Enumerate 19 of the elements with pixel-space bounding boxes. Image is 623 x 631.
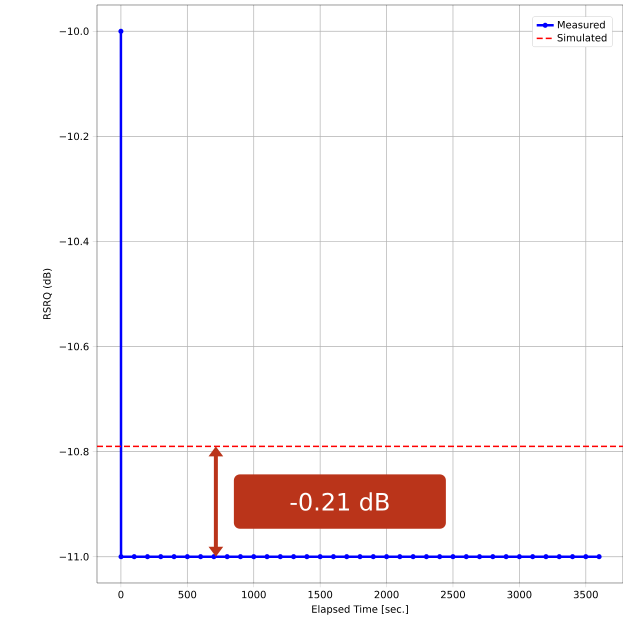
legend-label: Measured [558, 20, 605, 28]
x-tick-label: 1000 [242, 590, 266, 598]
y-tick-label: −10.2 [60, 132, 88, 140]
x-axis-title: Elapsed Time [sec.] [312, 605, 408, 615]
y-tick-label: −10.6 [60, 342, 89, 350]
annotation: -0.21 dB [290, 492, 389, 511]
y-tick-label: −11.0 [60, 552, 89, 560]
legend-label: Simulated [558, 34, 606, 42]
x-tick-label: 500 [178, 590, 196, 598]
x-tick-label: 1500 [308, 590, 332, 598]
y-tick-label: −10.0 [60, 27, 89, 36]
x-tick-label: 0 [118, 590, 124, 598]
x-tick-label: 2500 [441, 590, 465, 598]
y-axis-title: RSRQ (dB) [42, 268, 52, 320]
x-tick-label: 2000 [374, 590, 399, 598]
y-tick-label: −10.8 [60, 448, 89, 456]
x-tick-label: 3000 [507, 590, 532, 598]
x-tick-label: 3500 [574, 590, 598, 598]
y-tick-label: −10.4 [60, 238, 89, 246]
